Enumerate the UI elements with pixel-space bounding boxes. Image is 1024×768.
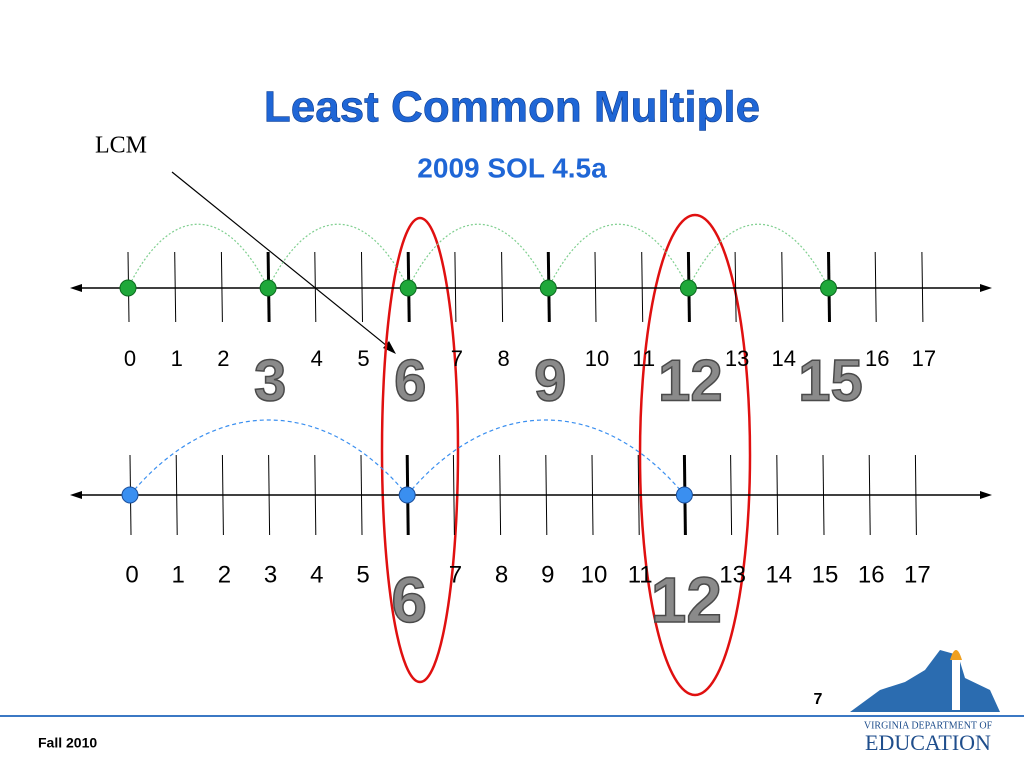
tick-label: 3 <box>264 561 277 588</box>
tick-label: 15 <box>812 561 839 588</box>
tick-label: 11 <box>632 346 655 371</box>
logo-torch <box>952 660 960 710</box>
tick <box>641 251 644 323</box>
tick <box>360 454 363 536</box>
tick-label: 4 <box>311 346 323 371</box>
tick-label: 16 <box>865 346 889 371</box>
multiple-dot <box>539 279 557 297</box>
tick-label: 2 <box>218 561 231 588</box>
hop-arc <box>687 223 830 289</box>
logo-line1: Virginia Department of <box>864 720 993 731</box>
tick <box>637 454 640 536</box>
logo-line2: Education <box>865 730 991 755</box>
highlight-12 <box>638 213 752 697</box>
multiple-dot <box>259 279 277 297</box>
tick <box>221 454 224 536</box>
highlight-6 <box>380 216 460 684</box>
lcm-label: LCM <box>95 133 147 159</box>
tick <box>175 454 178 536</box>
arrow-right <box>980 284 992 292</box>
tick-label: 10 <box>585 346 609 371</box>
tick-label: 17 <box>912 346 936 371</box>
lcm-arrow <box>171 171 393 351</box>
arrow-left <box>70 284 82 292</box>
tick-label: 17 <box>904 561 931 588</box>
tick <box>361 251 363 323</box>
multiple-dot <box>679 279 697 297</box>
tick <box>594 251 597 323</box>
tick <box>454 251 457 323</box>
tick-label: 9 <box>541 561 554 588</box>
tick <box>776 454 779 536</box>
tick <box>730 454 733 536</box>
tick-label: 4 <box>310 561 323 588</box>
title: Least Common Multiple <box>264 83 760 132</box>
subtitle: 2009 SOL 4.5a <box>417 152 607 183</box>
multiple-label: 15 <box>798 348 863 413</box>
multiple-label: 9 <box>534 348 566 413</box>
multiple-dot <box>121 486 139 504</box>
hop-arc <box>547 223 689 289</box>
hop-arc <box>267 223 409 289</box>
tick <box>868 454 871 536</box>
tick <box>452 454 455 536</box>
tick-label: 8 <box>497 346 509 371</box>
footer: Fall 2010 <box>38 735 97 751</box>
tick-label: 13 <box>719 561 746 588</box>
tick <box>591 454 594 536</box>
tick <box>781 251 784 323</box>
tick-label: 11 <box>628 561 653 588</box>
tick <box>921 251 924 323</box>
tick-label: 1 <box>171 346 183 371</box>
tick <box>220 251 223 323</box>
tick-label: 0 <box>125 561 138 588</box>
multiple-label: 12 <box>658 348 723 413</box>
tick <box>822 454 825 536</box>
tick-label: 0 <box>124 346 136 371</box>
tick <box>914 454 917 536</box>
hop-arc <box>129 419 408 496</box>
multiple-dot <box>675 486 693 504</box>
tick-label: 10 <box>581 561 608 588</box>
tick-label: 5 <box>356 561 369 588</box>
multiple-label: 3 <box>254 348 286 413</box>
arrow-right <box>980 491 992 499</box>
tick-label: 7 <box>451 346 463 371</box>
tick-label: 7 <box>449 561 462 588</box>
hop-arc <box>407 223 549 289</box>
logo-flame <box>950 650 962 660</box>
logo-map <box>850 650 1000 712</box>
tick-label: 5 <box>357 346 369 371</box>
logo: Virginia Department of Education <box>850 650 1000 755</box>
tick <box>314 454 317 536</box>
tick <box>499 454 502 536</box>
tick-label: 14 <box>765 561 792 588</box>
tick <box>314 251 317 323</box>
tick-label: 14 <box>772 346 796 371</box>
tick <box>268 454 271 536</box>
hop-arc <box>406 419 685 496</box>
page-number: 7 <box>814 691 823 708</box>
tick <box>501 251 504 323</box>
arrow-left <box>70 491 82 499</box>
multiple-label: 6 <box>394 348 426 413</box>
tick <box>874 251 877 323</box>
hop-arc <box>127 223 269 289</box>
tick-label: 13 <box>725 346 749 371</box>
multiple-dot <box>398 486 416 504</box>
tick <box>545 454 548 536</box>
tick-label: 8 <box>495 561 508 588</box>
tick-label: 1 <box>172 561 185 588</box>
tick <box>174 251 177 323</box>
multiple-dot <box>119 279 137 297</box>
multiple-label: 12 <box>651 564 722 636</box>
tick <box>734 251 737 323</box>
tick-label: 2 <box>217 346 229 371</box>
tick-label: 16 <box>858 561 885 588</box>
multiple-label: 6 <box>391 564 427 636</box>
multiple-dot <box>399 279 417 297</box>
multiple-dot <box>820 279 837 297</box>
